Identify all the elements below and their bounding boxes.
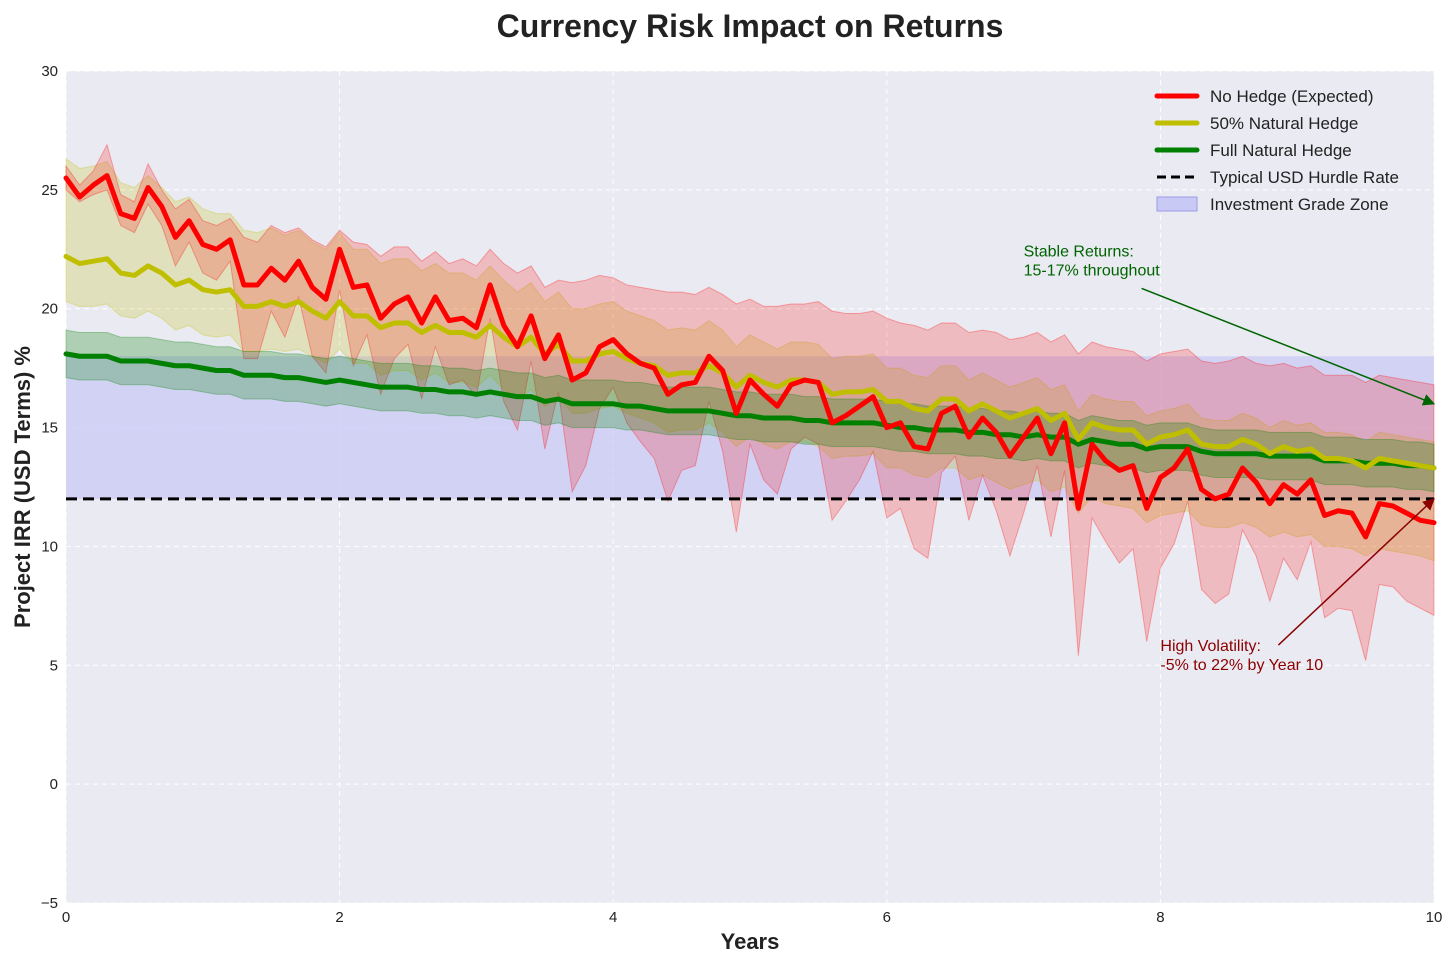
y-tick-label: 25	[41, 182, 58, 199]
x-axis-label: Years	[721, 929, 780, 954]
y-tick-label: 15	[41, 420, 58, 437]
y-tick-label: 20	[41, 301, 58, 318]
y-tick-label: 10	[41, 538, 58, 555]
series-line-half-hedge	[63, 253, 1437, 471]
series-line-no-hedge	[63, 173, 1437, 540]
annotation-arrow	[1141, 287, 1436, 406]
x-axis-ticks: 0 2 4 6 8 10	[62, 909, 1443, 926]
legend-swatch	[1156, 196, 1198, 212]
y-tick-label: 0	[50, 776, 58, 793]
y-axis-label: Project IRR (USD Terms) %	[10, 346, 35, 628]
x-tick-label: 8	[1156, 909, 1164, 926]
annotation-text: Stable Returns:	[1024, 243, 1134, 260]
y-tick-label: −5	[41, 895, 58, 912]
series-lines	[63, 173, 1437, 540]
legend: No Hedge (Expected) 50% Natural Hedge Full…	[1154, 87, 1399, 214]
x-tick-label: 2	[335, 909, 343, 926]
annotation-text: 15-17% throughout	[1024, 262, 1161, 279]
grid-lines	[65, 70, 1435, 904]
annotation-arrow	[1277, 498, 1435, 646]
x-tick-label: 4	[609, 909, 617, 926]
legend-label: Full Natural Hedge	[1210, 141, 1352, 160]
x-tick-label: 10	[1426, 909, 1443, 926]
legend-label: No Hedge (Expected)	[1210, 87, 1373, 106]
legend-label: Typical USD Hurdle Rate	[1210, 168, 1399, 187]
y-tick-label: 30	[41, 63, 58, 80]
y-axis-ticks: −5 0 5 10 15 20 25 30	[41, 63, 58, 912]
annotation-text: -5% to 22% by Year 10	[1160, 657, 1323, 674]
x-tick-label: 0	[62, 909, 70, 926]
annotations: Stable Returns: 15-17% throughout High Vol…	[1024, 243, 1436, 674]
legend-label: Investment Grade Zone	[1210, 195, 1389, 214]
legend-label: 50% Natural Hedge	[1210, 114, 1358, 133]
chart-title: Currency Risk Impact on Returns	[497, 8, 1004, 44]
band-no-hedge	[65, 143, 1435, 661]
annotation-text: High Volatility:	[1160, 638, 1261, 655]
y-tick-label: 5	[50, 657, 58, 674]
x-tick-label: 6	[883, 909, 891, 926]
series-line-full-hedge	[63, 351, 1437, 471]
